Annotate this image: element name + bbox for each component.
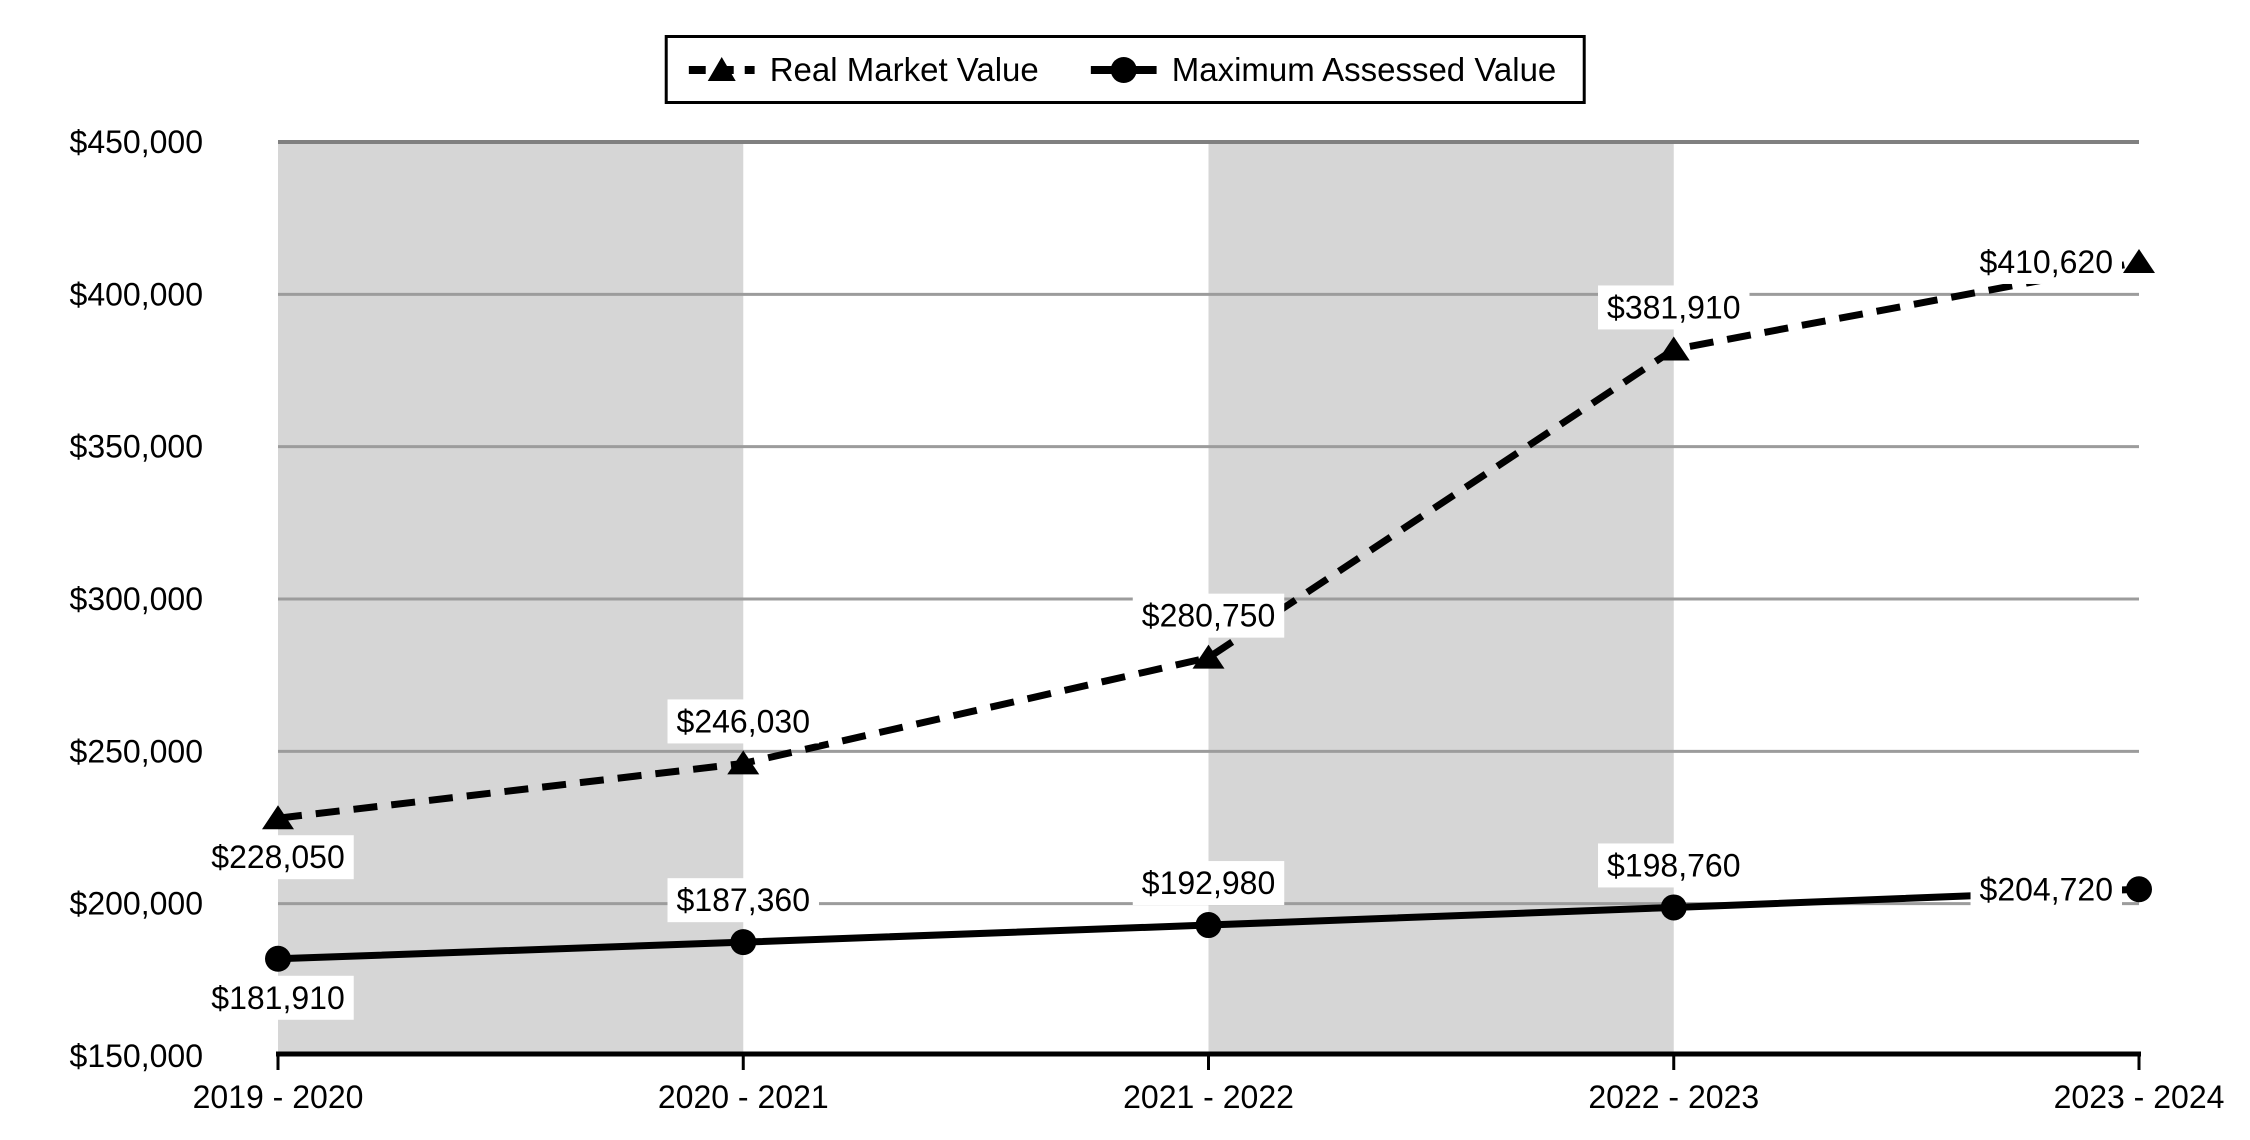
legend-label-real-market-value: Real Market Value [769, 51, 1039, 88]
data-point-label-background [202, 835, 354, 880]
y-axis-tick-label: $450,000 [70, 124, 203, 160]
triangle-marker [1192, 644, 1225, 669]
data-point-label: $246,030 [677, 703, 810, 739]
legend-item-real-market-value: Real Market Value [688, 51, 1039, 88]
y-axis-tick-label: $400,000 [70, 276, 203, 312]
data-point-label-background [202, 975, 354, 1020]
circle-marker [1195, 912, 1222, 939]
legend-label-maximum-assessed-value: Maximum Assessed Value [1171, 51, 1557, 88]
triangle-marker [262, 805, 294, 830]
triangle-marker [1657, 336, 1690, 361]
data-point-label: $198,760 [1607, 847, 1740, 883]
dashed-line-triangle-marker-icon [688, 56, 755, 81]
data-point-label: $381,910 [1607, 289, 1740, 325]
x-axis-tick-label: 2021 - 2022 [1123, 1079, 1294, 1115]
y-axis-tick-label: $150,000 [70, 1038, 203, 1074]
chart-legend: Real Market Value Maximum Assessed Value [664, 35, 1586, 104]
series-line-dashed [277, 258, 2140, 822]
data-point-label-background [1132, 593, 1285, 638]
data-point-label: $280,750 [1142, 598, 1275, 634]
data-point-label-background [667, 699, 819, 744]
y-axis-tick-label: $200,000 [70, 886, 203, 922]
solid-line-circle-marker-icon [1090, 56, 1157, 83]
x-axis-tick-label: 2023 - 2024 [2054, 1079, 2225, 1115]
data-point-label: $410,620 [1980, 244, 2113, 280]
circle-marker [265, 945, 291, 972]
circle-marker [730, 929, 757, 956]
data-point-label-background [1970, 239, 2122, 284]
data-point-label-background [1970, 867, 2122, 912]
y-axis-tick-label: $300,000 [70, 581, 203, 617]
data-point-label: $204,720 [1980, 871, 2113, 907]
data-point-label-background [1598, 285, 1750, 330]
circle-marker [1660, 894, 1687, 921]
x-axis-tick-label: 2022 - 2023 [1588, 1079, 1759, 1115]
data-point-label: $228,050 [211, 839, 344, 875]
y-axis-tick-label: $250,000 [70, 733, 203, 769]
triangle-marker [727, 750, 760, 775]
data-point-label: $187,360 [677, 882, 810, 918]
triangle-marker [2123, 248, 2155, 273]
circle-marker [2126, 876, 2152, 903]
data-point-label-background [667, 878, 819, 923]
x-axis-tick-label: 2019 - 2020 [193, 1079, 364, 1115]
legend-item-maximum-assessed-value: Maximum Assessed Value [1090, 51, 1557, 88]
data-point-label: $181,910 [211, 980, 344, 1016]
data-point-label-background [1132, 861, 1285, 906]
y-axis-tick-label: $350,000 [70, 429, 203, 465]
data-point-label: $192,980 [1142, 865, 1275, 901]
data-point-label-background [1598, 843, 1750, 888]
x-axis-tick-label: 2020 - 2021 [658, 1079, 829, 1115]
